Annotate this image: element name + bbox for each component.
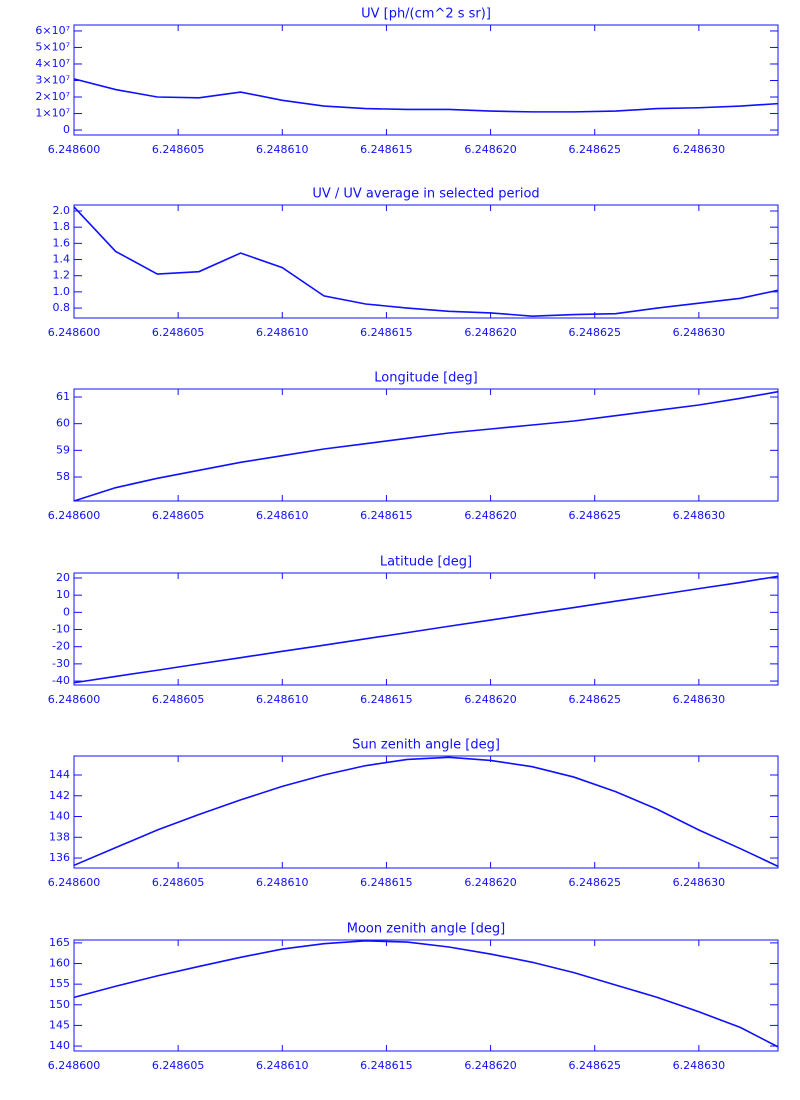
y-tick-label: 0: [63, 123, 70, 136]
data-line: [73, 206, 779, 317]
data-line: [73, 940, 779, 1048]
y-tick-label: 0.8: [53, 301, 71, 314]
y-tick-label: -30: [52, 657, 70, 670]
y-tick-label: 160: [49, 957, 70, 970]
chart-title: Moon zenith angle [deg]: [347, 922, 505, 937]
x-tick-label: 6.248630: [673, 509, 726, 522]
y-tick-label: 1.4: [53, 253, 71, 266]
y-tick-label: 4×10⁷: [35, 57, 70, 70]
x-tick-label: 6.248630: [673, 693, 726, 706]
y-tick-label: 61: [56, 390, 70, 403]
x-tick-label: 6.248615: [360, 1059, 413, 1072]
data-line: [73, 78, 779, 113]
plot-frame: [73, 388, 779, 502]
plot-frame: [73, 204, 779, 319]
y-tick-label: 2.0: [53, 204, 71, 217]
data-line: [73, 756, 779, 868]
y-tick-label: 140: [49, 810, 70, 823]
x-tick-label: 6.248600: [48, 693, 101, 706]
y-tick-label: 2×10⁷: [35, 90, 70, 103]
x-tick-label: 6.248610: [256, 693, 309, 706]
data-line: [73, 575, 779, 684]
y-tick-label: 138: [49, 830, 70, 843]
x-tick-label: 6.248625: [568, 876, 621, 889]
x-tick-label: 6.248615: [360, 143, 413, 156]
y-tick-label: -40: [52, 674, 70, 687]
y-tick-label: 1.6: [53, 236, 71, 249]
y-tick-label: 5×10⁷: [35, 40, 70, 53]
y-tick-label: 60: [56, 417, 70, 430]
y-tick-label: 3×10⁷: [35, 73, 70, 86]
chart-title: Sun zenith angle [deg]: [352, 738, 500, 753]
x-tick-label: 6.248625: [568, 326, 621, 339]
chart-title: Longitude [deg]: [374, 371, 477, 386]
y-tick-label: 144: [49, 768, 70, 781]
x-tick-label: 6.248610: [256, 326, 309, 339]
x-tick-label: 6.248610: [256, 876, 309, 889]
y-tick-label: 136: [49, 851, 70, 864]
y-tick-label: 0: [63, 605, 70, 618]
data-line: [73, 390, 779, 502]
y-tick-label: 165: [49, 936, 70, 949]
y-tick-label: -10: [52, 623, 70, 636]
x-tick-label: 6.248625: [568, 693, 621, 706]
y-tick-label: 6×10⁷: [35, 24, 70, 37]
x-tick-label: 6.248610: [256, 1059, 309, 1072]
x-tick-label: 6.248605: [152, 693, 205, 706]
x-tick-label: 6.248620: [464, 326, 517, 339]
x-tick-label: 6.248600: [48, 1059, 101, 1072]
y-tick-label: 1.8: [53, 220, 71, 233]
x-tick-label: 6.248605: [152, 326, 205, 339]
x-tick-label: 6.248600: [48, 876, 101, 889]
y-tick-label: 150: [49, 998, 70, 1011]
x-tick-label: 6.248605: [152, 509, 205, 522]
x-tick-label: 6.248625: [568, 1059, 621, 1072]
x-tick-label: 6.248605: [152, 1059, 205, 1072]
chart-title: UV / UV average in selected period: [312, 187, 539, 202]
x-tick-label: 6.248630: [673, 326, 726, 339]
y-tick-label: 58: [56, 470, 70, 483]
x-tick-label: 6.248615: [360, 693, 413, 706]
y-tick-label: 20: [56, 571, 70, 584]
x-tick-label: 6.248615: [360, 509, 413, 522]
x-tick-label: 6.248610: [256, 509, 309, 522]
x-tick-label: 6.248630: [673, 876, 726, 889]
x-tick-label: 6.248600: [48, 143, 101, 156]
y-tick-label: 1×10⁷: [35, 107, 70, 120]
x-tick-label: 6.248615: [360, 876, 413, 889]
x-tick-label: 6.248620: [464, 876, 517, 889]
plot-frame: [73, 939, 779, 1052]
x-tick-label: 6.248620: [464, 1059, 517, 1072]
x-tick-label: 6.248620: [464, 143, 517, 156]
x-tick-label: 6.248630: [673, 143, 726, 156]
plot-frame: [73, 572, 779, 686]
x-tick-label: 6.248625: [568, 143, 621, 156]
x-tick-label: 6.248625: [568, 509, 621, 522]
y-tick-label: 1.0: [53, 285, 71, 298]
x-tick-label: 6.248610: [256, 143, 309, 156]
y-tick-label: 10: [56, 588, 70, 601]
y-tick-label: -20: [52, 640, 70, 653]
x-tick-label: 6.248605: [152, 876, 205, 889]
y-tick-label: 142: [49, 789, 70, 802]
plot-frame: [73, 755, 779, 869]
y-tick-label: 145: [49, 1018, 70, 1031]
chart-title: UV [ph/(cm^2 s sr)]: [361, 7, 491, 22]
x-tick-label: 6.248605: [152, 143, 205, 156]
x-tick-label: 6.248600: [48, 326, 101, 339]
x-tick-label: 6.248615: [360, 326, 413, 339]
y-tick-label: 155: [49, 977, 70, 990]
plot-frame: [73, 24, 779, 136]
x-tick-label: 6.248600: [48, 509, 101, 522]
y-tick-label: 140: [49, 1039, 70, 1052]
x-tick-label: 6.248620: [464, 509, 517, 522]
y-tick-label: 1.2: [53, 269, 71, 282]
y-tick-label: 59: [56, 443, 70, 456]
chart-title: Latitude [deg]: [380, 555, 472, 570]
x-tick-label: 6.248620: [464, 693, 517, 706]
x-tick-label: 6.248630: [673, 1059, 726, 1072]
